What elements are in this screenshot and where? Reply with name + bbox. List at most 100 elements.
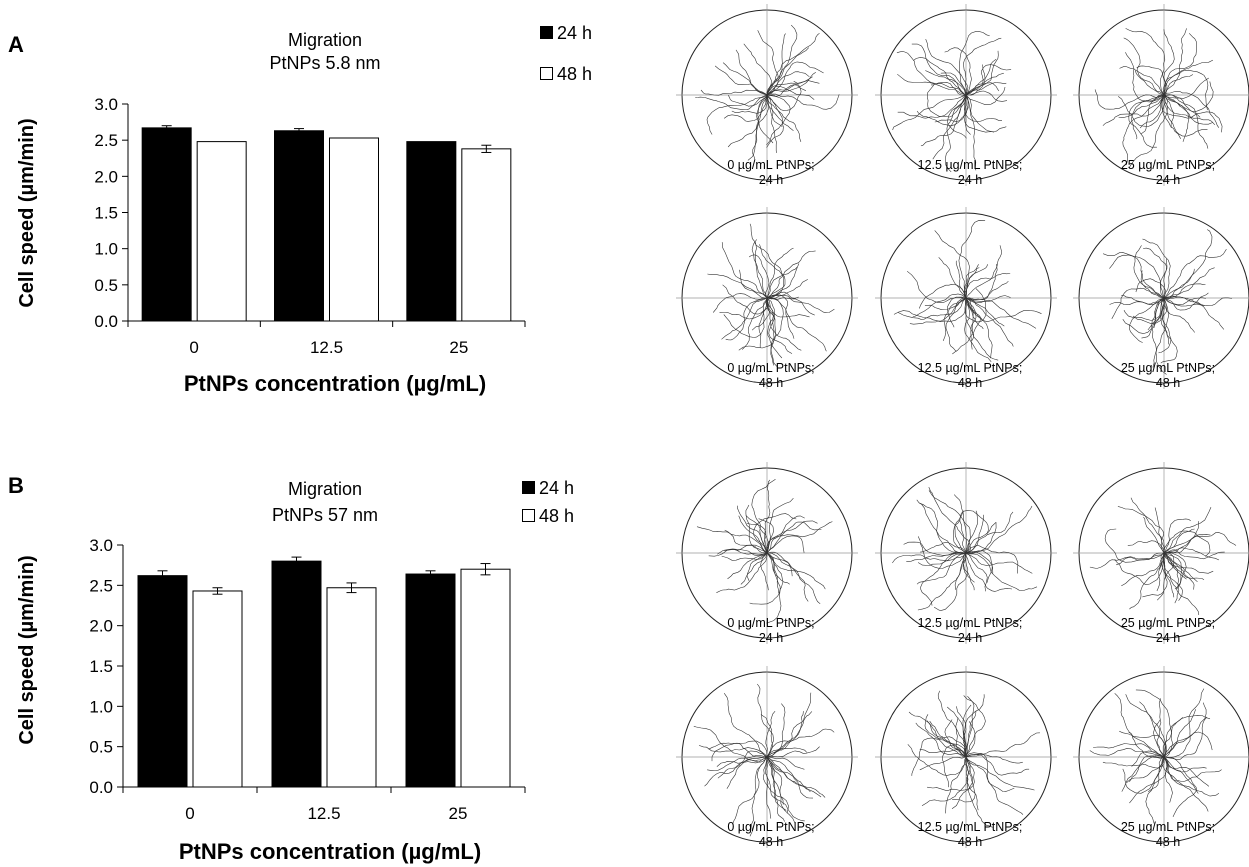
cell-track: [1163, 688, 1205, 758]
cell-track: [965, 550, 993, 583]
panel-a: A Migration PtNPs 5.8 nm 24 h 48 h Cell …: [8, 4, 1249, 396]
cell-track: [766, 728, 835, 758]
cell-track: [952, 519, 967, 554]
cell-track: [766, 756, 787, 811]
y-tick-label: 0.5: [94, 276, 118, 295]
cell-track: [918, 502, 967, 554]
cell-track: [766, 756, 814, 799]
cell-track: [1111, 287, 1165, 319]
panel-a-y-axis-title: Cell speed (µm/min): [16, 118, 38, 307]
cell-track: [766, 81, 802, 111]
plot-caption-line2: 48 h: [1156, 835, 1180, 849]
cell-track: [1109, 254, 1165, 299]
cell-track: [763, 756, 789, 814]
cell-track: [1163, 94, 1209, 149]
cell-track: [1161, 756, 1222, 782]
cell-track: [766, 297, 802, 351]
cell-track: [716, 553, 768, 593]
y-tick-label: 0.0: [94, 312, 118, 331]
cell-track: [766, 551, 793, 577]
cell-track: [965, 721, 976, 758]
cell-track: [766, 552, 826, 590]
cell-track: [965, 756, 1035, 791]
cell-track: [1154, 507, 1165, 554]
cell-track: [947, 296, 967, 328]
cell-track: [1163, 249, 1227, 299]
cell-track: [933, 552, 969, 611]
cell-track: [1143, 247, 1167, 299]
legend-swatch-48h: [522, 509, 535, 522]
cell-track: [965, 297, 984, 330]
panel-b-bar-chart: 0.0 0.5 1.0 1.5 2.0 2.5 3.0 0 12.5 25: [89, 536, 526, 823]
cell-track: [934, 230, 970, 299]
cell-track: [925, 38, 969, 96]
cell-tracks: [696, 479, 833, 624]
legend-label-48h: 48 h: [557, 64, 592, 84]
cell-track: [766, 247, 794, 299]
cell-track: [928, 486, 971, 554]
cell-track: [748, 254, 770, 299]
cell-track: [965, 297, 974, 341]
cell-track: [743, 43, 772, 96]
cell-track: [1135, 70, 1165, 96]
trajectory-plot: 0 µg/mL PtNPs;24 h: [676, 462, 858, 645]
cell-track: [766, 497, 794, 554]
legend-swatch-24h: [540, 26, 553, 39]
cell-track: [1122, 756, 1165, 794]
cell-track: [1163, 229, 1213, 299]
cell-track: [725, 297, 768, 341]
cell-track: [921, 756, 969, 807]
cell-track: [1158, 698, 1167, 758]
cell-track: [739, 269, 768, 299]
cell-track: [727, 94, 768, 148]
cell-track: [738, 297, 777, 351]
cell-track: [766, 756, 796, 823]
cell-track: [951, 756, 974, 809]
cell-track: [693, 726, 768, 762]
cell-track: [1155, 297, 1169, 375]
panel-a-letter: A: [8, 32, 24, 57]
cell-track: [965, 752, 1015, 793]
y-tick-label: 1.0: [94, 240, 118, 259]
plot-caption-line2: 24 h: [958, 173, 982, 187]
trajectory-plot: 12.5 µg/mL PtNPs;24 h: [875, 462, 1057, 645]
plot-caption-line2: 24 h: [759, 173, 783, 187]
cell-track: [766, 24, 798, 96]
cell-track: [918, 283, 967, 309]
cell-track: [962, 704, 972, 758]
plot-caption-line2: 24 h: [958, 631, 982, 645]
cell-track: [723, 297, 768, 338]
cell-track: [965, 72, 1004, 96]
cell-track: [906, 551, 967, 562]
cell-track: [893, 297, 967, 323]
cell-tracks: [693, 683, 835, 837]
bar-48h-12.5: [326, 587, 377, 788]
cell-track: [965, 86, 1006, 106]
cell-track: [915, 722, 967, 758]
plot-caption-line1: 0 µg/mL PtNPs;: [727, 158, 814, 172]
cell-track: [1104, 528, 1165, 563]
cell-track: [1128, 297, 1165, 343]
trajectory-plot: 0 µg/mL PtNPs;48 h: [676, 207, 858, 390]
cell-track: [717, 750, 768, 779]
y-tick-label: 3.0: [89, 536, 113, 555]
cell-track: [1121, 295, 1165, 306]
cell-track: [959, 510, 967, 554]
cell-track: [766, 71, 816, 96]
cell-track: [965, 552, 1038, 591]
cell-track: [963, 37, 1002, 96]
cell-track: [731, 94, 768, 114]
cell-track: [766, 61, 824, 96]
cell-track: [1131, 94, 1165, 140]
cell-track: [1129, 756, 1168, 804]
y-tick-label: 2.5: [89, 576, 113, 595]
cell-track: [1163, 292, 1209, 311]
cell-track: [1143, 516, 1165, 554]
trajectory-plot: 12.5 µg/mL PtNPs;48 h: [875, 207, 1057, 390]
cell-track: [1163, 756, 1173, 803]
legend-swatch-24h: [522, 481, 535, 494]
cell-track: [892, 552, 967, 564]
cell-track: [717, 548, 768, 556]
cell-track: [940, 72, 967, 96]
